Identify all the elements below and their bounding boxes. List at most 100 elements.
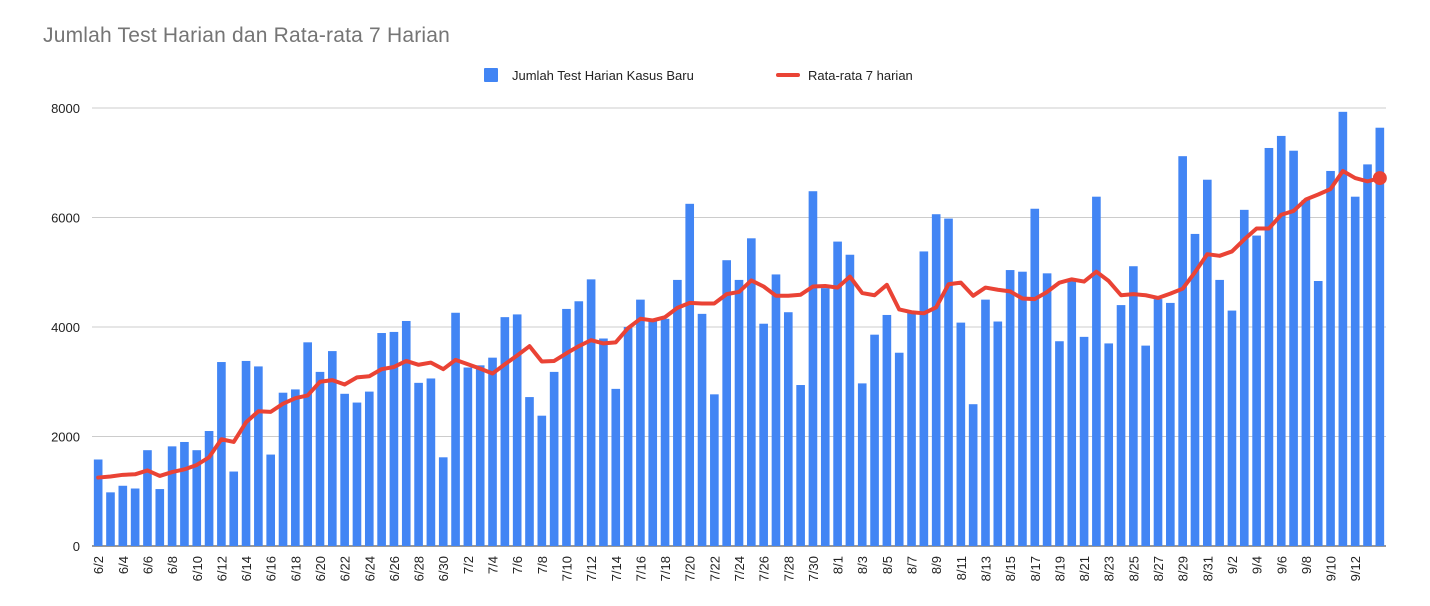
bar [759,323,768,546]
bar [1264,147,1274,546]
bar [1227,310,1237,546]
bar [1252,235,1261,546]
bar [93,459,103,546]
bar [1202,179,1212,546]
bar [1005,270,1015,546]
x-tick-label: 7/14 [609,556,624,581]
legend-label-bar: Jumlah Test Harian Kasus Baru [512,68,694,83]
average-line-series [96,168,1387,480]
bar [747,238,756,546]
bar [919,251,929,546]
bar [488,357,497,546]
bar [512,314,522,546]
x-tick-label: 6/28 [412,556,427,581]
x-tick-label: 7/26 [757,556,772,581]
bar [808,191,818,546]
x-tick-label: 6/6 [140,556,155,574]
bar [340,393,349,546]
bar [907,312,916,546]
bar [1055,341,1064,546]
bar [1042,273,1052,546]
y-tick-label: 6000 [51,211,80,226]
bar [389,331,399,546]
x-tick-label: 7/2 [461,556,476,574]
bar [648,318,658,546]
x-tick-label: 6/26 [387,556,402,581]
bar [118,485,128,546]
bar [1141,345,1150,546]
x-tick-label: 9/2 [1225,556,1240,574]
bar [106,492,115,546]
bar [254,366,263,546]
bar [475,365,485,546]
x-tick-label: 6/8 [165,556,180,574]
x-tick-label: 6/18 [288,556,303,581]
x-tick-label: 9/10 [1324,556,1339,581]
x-tick-label: 7/20 [683,556,698,581]
bar [833,241,842,546]
bar [611,388,621,546]
legend: Jumlah Test Harian Kasus Baru Rata-rata … [484,68,913,83]
y-tick-label: 8000 [51,101,80,116]
bar [981,299,990,547]
bar [1215,279,1224,546]
bar [1104,343,1114,546]
bar [1129,266,1138,546]
bar [944,218,953,546]
x-tick-label: 8/19 [1052,556,1067,581]
bar [1326,170,1335,546]
x-tick-label: 8/23 [1102,556,1117,581]
bar [820,288,830,546]
bar [1067,279,1077,546]
x-tick-label: 8/11 [954,556,969,580]
bar [857,383,867,546]
bar [1375,127,1385,547]
bar [1239,209,1249,546]
bar [931,214,941,546]
x-tick-label: 8/21 [1077,556,1092,581]
bar [771,274,781,546]
bar [426,378,436,546]
bar [1079,336,1089,546]
bar [463,367,473,546]
bar [636,299,645,547]
bar [1190,233,1200,546]
bar [968,404,978,546]
bar [1338,111,1348,546]
x-tick-label: 7/10 [559,556,574,581]
bar [956,322,966,546]
bar [1363,164,1372,546]
bar [1030,208,1040,547]
bar [660,318,670,546]
bar [1018,271,1027,546]
bar [130,488,140,546]
bar [845,254,855,547]
bar [1350,196,1360,546]
x-tick-label: 7/18 [658,556,673,581]
bar [204,431,214,546]
bar [562,308,571,546]
x-tick-label: 6/4 [116,556,131,574]
bar [1153,299,1163,546]
bar [894,352,904,546]
bar [722,260,731,546]
x-tick-label: 8/9 [929,556,944,574]
x-tick-label: 7/28 [781,556,796,581]
x-tick-label: 8/13 [978,556,993,581]
bar [278,392,288,546]
bar [574,301,584,546]
y-tick-label: 2000 [51,430,80,445]
x-tick-label: 6/2 [91,556,106,574]
y-tick-label: 4000 [51,320,80,335]
average-line [96,168,1382,480]
x-tick-label: 7/4 [486,556,501,574]
bar-series [93,111,1385,547]
x-tick-label: 7/6 [510,556,525,574]
bar [796,385,805,546]
bar [586,279,596,546]
x-tick-label: 7/24 [732,556,747,581]
x-tick-label: 8/31 [1200,556,1215,581]
chart-title: Jumlah Test Harian dan Rata-rata 7 Haria… [43,24,451,47]
bar [993,321,1003,546]
